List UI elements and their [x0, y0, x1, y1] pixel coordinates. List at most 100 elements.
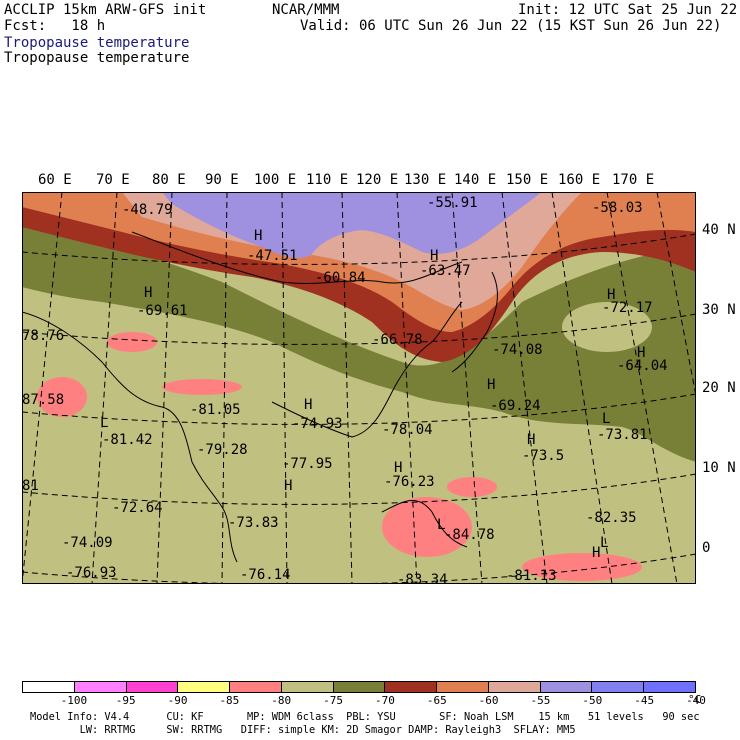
map-value-label: -63.47	[420, 263, 471, 279]
map-value-label: -64.04	[617, 358, 668, 374]
map-value-label: -76.93	[66, 565, 117, 581]
lon-label: 170 E	[612, 172, 655, 188]
map-value-label: -78.04	[382, 422, 433, 438]
map-value-label: -83.34	[397, 572, 448, 584]
map-value-label: -55.91	[427, 195, 478, 211]
map-value-label: -74.09	[62, 535, 113, 551]
map-value-label: H	[527, 432, 535, 448]
colorbar-tick: -50	[582, 694, 603, 707]
khaki-patch	[562, 302, 652, 352]
lat-label: 40 N	[702, 222, 736, 238]
colorbar-tick: -90	[167, 694, 188, 707]
map-value-label: -72.17	[602, 300, 653, 316]
map-value-label: -73.5	[522, 448, 564, 464]
colorbar-swatch	[437, 682, 489, 692]
map-value-label: -81.05	[190, 402, 241, 418]
map-value-label: -72.64	[112, 500, 163, 516]
colorbar-tick: -85	[219, 694, 240, 707]
footer-line-1: Model Info: V4.4 CU: KF MP: WDM 6class P…	[30, 711, 700, 723]
map-value-label: -81.13	[506, 568, 557, 584]
title-center: NCAR/MMM	[272, 2, 340, 18]
salmon-patch-6	[522, 553, 642, 581]
colorbar-tick: -95	[115, 694, 136, 707]
lon-label: 130 E	[404, 172, 447, 188]
colorbar-tick: -55	[530, 694, 551, 707]
colorbar-tick: -70	[374, 694, 395, 707]
lon-label: 90 E	[205, 172, 239, 188]
salmon-patch-1	[107, 332, 157, 352]
colorbar-swatch	[644, 682, 695, 692]
colorbar-swatch	[488, 682, 541, 692]
salmon-patch-5	[447, 477, 497, 497]
salmon-patch-4	[382, 497, 472, 557]
salmon-patch-3	[162, 379, 242, 395]
map-value-label: -73.81	[597, 427, 648, 443]
colorbar-tick: -40	[686, 694, 706, 707]
map-value-label: -60.84	[315, 270, 366, 286]
map-value-label: -73.83	[228, 515, 279, 531]
lon-label: 150 E	[506, 172, 549, 188]
lon-label: 70 E	[96, 172, 130, 188]
colorbar-swatch	[592, 682, 645, 692]
lat-label: 20 N	[702, 380, 736, 396]
salmon-patch-2	[37, 377, 87, 417]
colorbar-swatch	[333, 682, 386, 692]
colorbar-tick: -80	[271, 694, 292, 707]
title-right-2: Valid: 06 UTC Sun 26 Jun 22 (15 KST Sun …	[300, 18, 722, 34]
map-value-label: H	[394, 460, 402, 476]
colorbar-swatch	[74, 682, 127, 692]
map-value-label: L	[100, 415, 108, 431]
field-title-1: Tropopause temperature	[4, 35, 190, 51]
map-value-label: -74.93	[292, 416, 343, 432]
lat-label: 30 N	[702, 302, 736, 318]
map-value-label: L	[600, 535, 608, 551]
colorbar-tick: -75	[323, 694, 343, 707]
title-left-1: ACCLIP 15km ARW-GFS init	[4, 2, 207, 18]
band-olive	[22, 222, 696, 462]
map-value-label: -84.78	[444, 527, 495, 543]
map-value-label: H	[304, 397, 312, 413]
colorbar-swatch	[178, 682, 231, 692]
title-right-1: Init: 12 UTC Sat 25 Jun 22	[518, 2, 738, 18]
lon-label: 110 E	[306, 172, 349, 188]
footer-line-2: LW: RRTMG SW: RRTMG DIFF: simple KM: 2D …	[30, 724, 576, 736]
colorbar	[22, 681, 696, 693]
map-value-label: -82.35	[586, 510, 637, 526]
colorbar-tick: -100	[60, 694, 88, 707]
coastlines	[22, 231, 498, 563]
colorbar-swatch	[540, 682, 593, 692]
map-value-label: H	[144, 285, 152, 301]
colorbar-swatch	[126, 682, 179, 692]
map-value-label: -69.61	[137, 303, 188, 319]
map-value-label: -47.51	[247, 248, 298, 264]
map-value-label: H	[430, 248, 438, 264]
lon-label: 80 E	[152, 172, 186, 188]
map-value-label: L	[602, 411, 610, 427]
lon-label: 60 E	[38, 172, 72, 188]
map-value-label: H	[637, 345, 645, 361]
lat-label: 10 N	[702, 460, 736, 476]
band-lavender	[162, 192, 542, 258]
map-value-label: -76.14	[240, 567, 291, 583]
map-value-label: 81	[22, 478, 39, 494]
map-value-label: H	[254, 228, 262, 244]
map-value-label: H	[284, 478, 292, 494]
lon-label: 140 E	[454, 172, 497, 188]
lat-label: 0	[702, 540, 711, 556]
map-value-label: -66.78	[372, 332, 423, 348]
map-value-label: -69.24	[490, 398, 541, 414]
colorbar-swatch	[230, 682, 282, 692]
title-left-2: Fcst: 18 h	[4, 18, 106, 34]
map-value-label: -81.42	[102, 432, 153, 448]
colorbar-unit: °C	[688, 693, 702, 706]
map-value-label: 87.58	[22, 392, 64, 408]
colorbar-swatch	[281, 682, 334, 692]
map-value-label: -76.23	[384, 474, 435, 490]
lon-label: 160 E	[558, 172, 601, 188]
colorbar-tick: -65	[426, 694, 447, 707]
colorbar-swatch	[23, 682, 75, 692]
map-panel: -48.79 -55.91 -58.03H-47.51-60.84H-63.47H-…	[22, 192, 696, 584]
graticule	[22, 192, 696, 584]
map-value-label: -79.28	[197, 442, 248, 458]
map-value-label: -58.03	[592, 200, 643, 216]
